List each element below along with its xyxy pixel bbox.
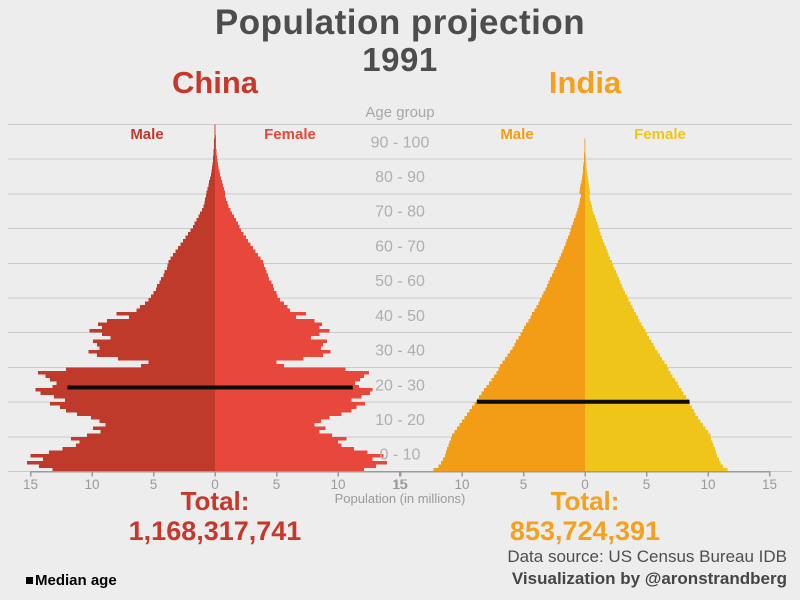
age-group-label: 20 - 30 bbox=[375, 377, 425, 394]
age-group-label: 50 - 60 bbox=[375, 273, 425, 290]
china-axis-tick-label: 10 bbox=[84, 477, 99, 492]
china-heading: China bbox=[171, 65, 259, 100]
age-group-label: 0 - 10 bbox=[380, 447, 421, 464]
median-age-legend: Median age bbox=[26, 572, 117, 589]
china-axis-tick-label: 5 bbox=[150, 477, 158, 492]
india-axis-tick-label: 5 bbox=[520, 477, 528, 492]
china-total-value: 1,168,317,741 bbox=[128, 516, 302, 546]
india-male-pyramid bbox=[433, 124, 585, 472]
china-axis-tick-label: 15 bbox=[23, 477, 38, 492]
data-source-text: Data source: US Census Bureau IDB bbox=[507, 547, 787, 566]
age-group-label: 80 - 90 bbox=[375, 169, 425, 186]
china-female-label: Female bbox=[264, 126, 316, 143]
china-female-pyramid bbox=[215, 124, 388, 472]
age-group-label: 40 - 50 bbox=[375, 308, 425, 325]
india-axis-tick-label: 10 bbox=[700, 477, 715, 492]
india-total-value: 853,724,391 bbox=[509, 516, 661, 546]
x-axis-title: Population (in millions) bbox=[334, 491, 466, 506]
visualization-credit-text: Visualization by @aronstrandberg bbox=[511, 569, 787, 588]
china-axis-tick-label: 5 bbox=[273, 477, 281, 492]
china-axis-tick-label: 10 bbox=[330, 477, 345, 492]
china-male-label: Male bbox=[130, 126, 164, 143]
india-axis-tick-label: 0 bbox=[581, 477, 589, 492]
india-axis-tick-label: 5 bbox=[643, 477, 651, 492]
china-axis-tick-label: 15 bbox=[392, 477, 407, 492]
india-total-label: Total: bbox=[550, 486, 620, 516]
median-age-swatch-icon bbox=[26, 577, 33, 584]
age-group-label: 70 - 80 bbox=[375, 204, 425, 221]
india-male-label: Male bbox=[500, 126, 534, 143]
india-axis-tick-label: 15 bbox=[762, 477, 777, 492]
india-axis-tick-label: 10 bbox=[454, 477, 469, 492]
china-male-pyramid bbox=[26, 124, 215, 472]
india-female-label: Female bbox=[634, 126, 686, 143]
age-group-label: 30 - 40 bbox=[375, 343, 425, 360]
age-axis-title: Age group bbox=[365, 104, 435, 121]
title-year: 1991 bbox=[362, 41, 438, 78]
age-group-label: 90 - 100 bbox=[371, 134, 430, 151]
china-total-label: Total: bbox=[180, 486, 250, 516]
median-age-legend-label: Median age bbox=[35, 572, 117, 589]
page-title: Population projection bbox=[214, 3, 586, 42]
age-group-label: 60 - 70 bbox=[375, 238, 425, 255]
age-group-label: 10 - 20 bbox=[375, 412, 425, 429]
india-heading: India bbox=[548, 65, 622, 100]
india-axis-tick-label: 15 bbox=[393, 477, 408, 492]
india-female-pyramid bbox=[585, 124, 728, 472]
china-axis-tick-label: 0 bbox=[211, 477, 219, 492]
